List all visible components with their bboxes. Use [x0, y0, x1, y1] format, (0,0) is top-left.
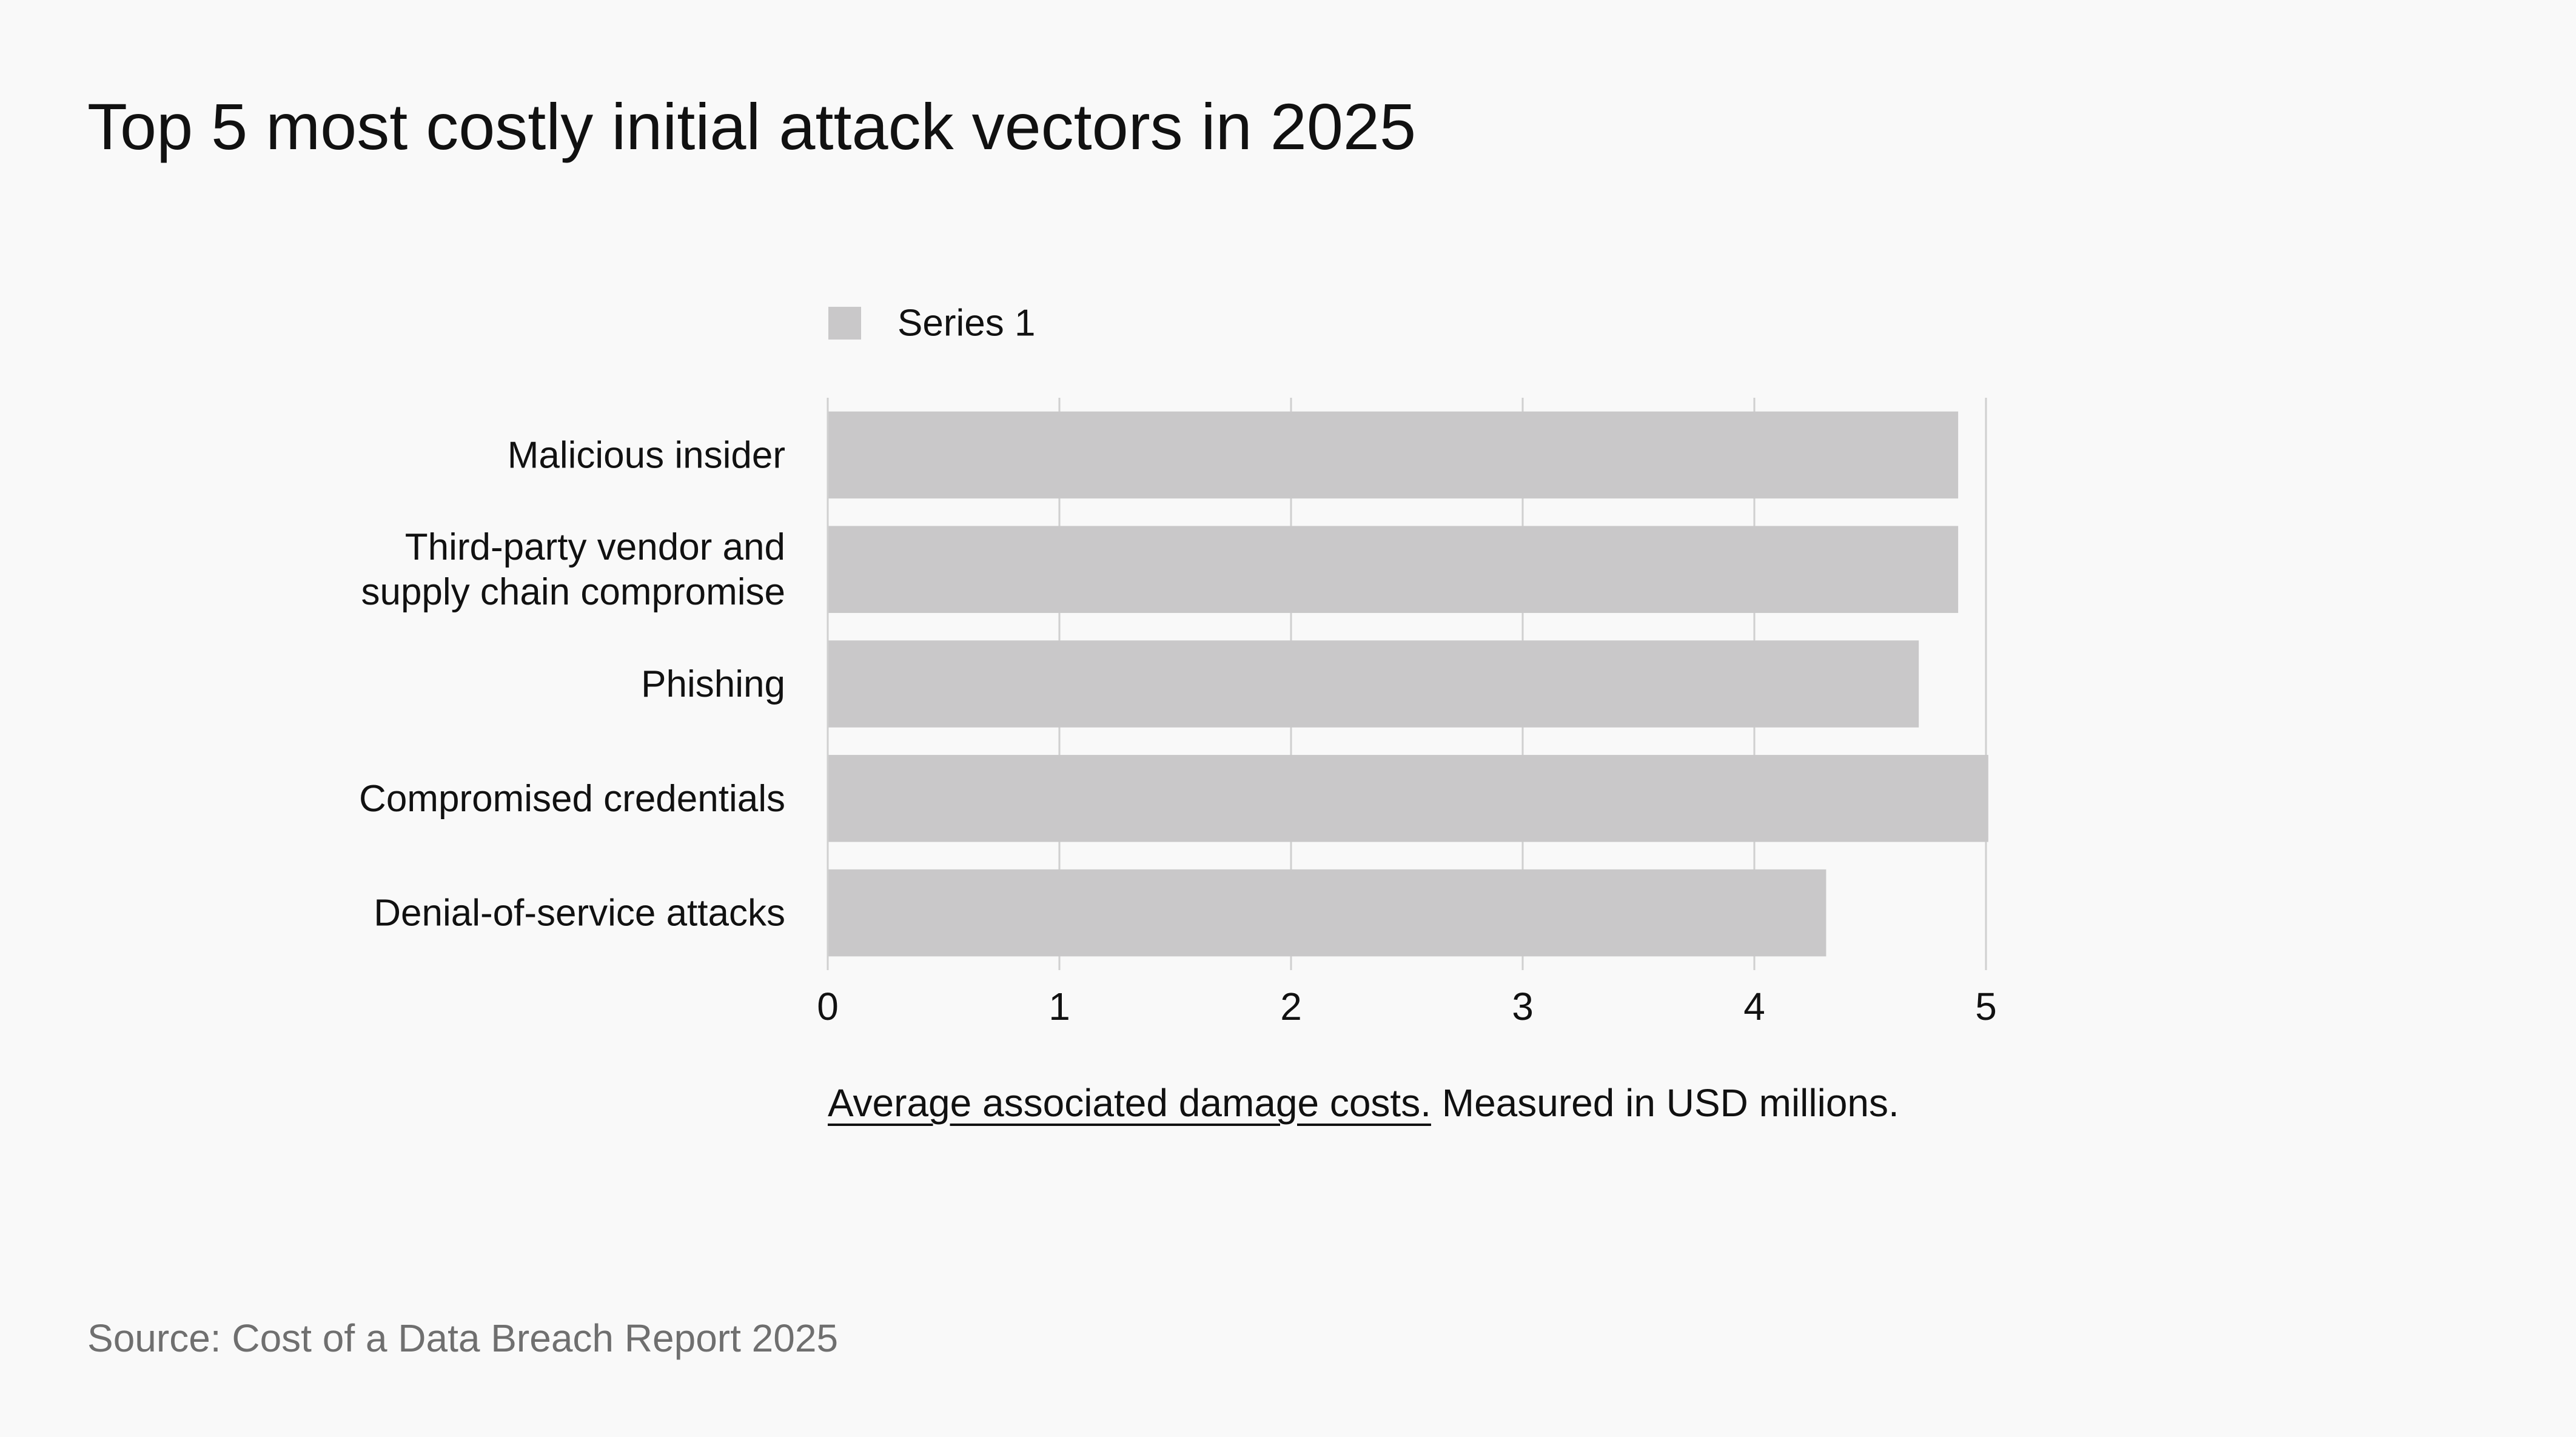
x-tick-labels: 0 1 2 3 4 5: [817, 985, 1997, 1028]
category-label-line: supply chain compromise: [361, 571, 785, 613]
x-tick-label: 5: [1975, 985, 1997, 1028]
bar: [828, 869, 1826, 957]
x-tick-label: 1: [1048, 985, 1070, 1028]
category-label-line: Phishing: [641, 663, 785, 705]
bar: [828, 526, 1959, 613]
category-label: Denial-of-service attacks: [374, 892, 785, 934]
category-labels: Malicious insider Third-party vendor and s…: [359, 434, 785, 934]
x-tick-label: 2: [1280, 985, 1302, 1028]
x-tick-label: 3: [1512, 985, 1534, 1028]
category-label-line: Malicious insider: [508, 434, 785, 476]
category-label: Third-party vendor and supply chain compr…: [361, 526, 785, 613]
bar: [828, 411, 1959, 499]
category-label: Phishing: [641, 663, 785, 705]
source-note: Source: Cost of a Data Breach Report 202…: [87, 1316, 839, 1360]
bar: [828, 640, 1919, 728]
legend: Series 1: [828, 303, 1035, 344]
legend-swatch: [828, 307, 861, 340]
chart-title: Top 5 most costly initial attack vectors…: [87, 90, 1417, 163]
x-tick-label: 4: [1743, 985, 1765, 1028]
legend-label: Series 1: [897, 303, 1035, 344]
x-tick-label: 0: [817, 985, 839, 1028]
bar: [828, 755, 1988, 842]
category-label-line: Third-party vendor and: [405, 526, 785, 568]
caption-link[interactable]: Average associated damage costs.: [828, 1081, 1431, 1125]
category-label-line: Compromised credentials: [359, 777, 785, 819]
bars: [828, 411, 1988, 957]
axis-caption: Average associated damage costs. Measure…: [828, 1080, 1899, 1125]
caption-rest: Measured in USD millions.: [1431, 1081, 1899, 1125]
category-label: Malicious insider: [508, 434, 785, 476]
category-label: Compromised credentials: [359, 777, 785, 819]
category-label-line: Denial-of-service attacks: [374, 892, 785, 934]
